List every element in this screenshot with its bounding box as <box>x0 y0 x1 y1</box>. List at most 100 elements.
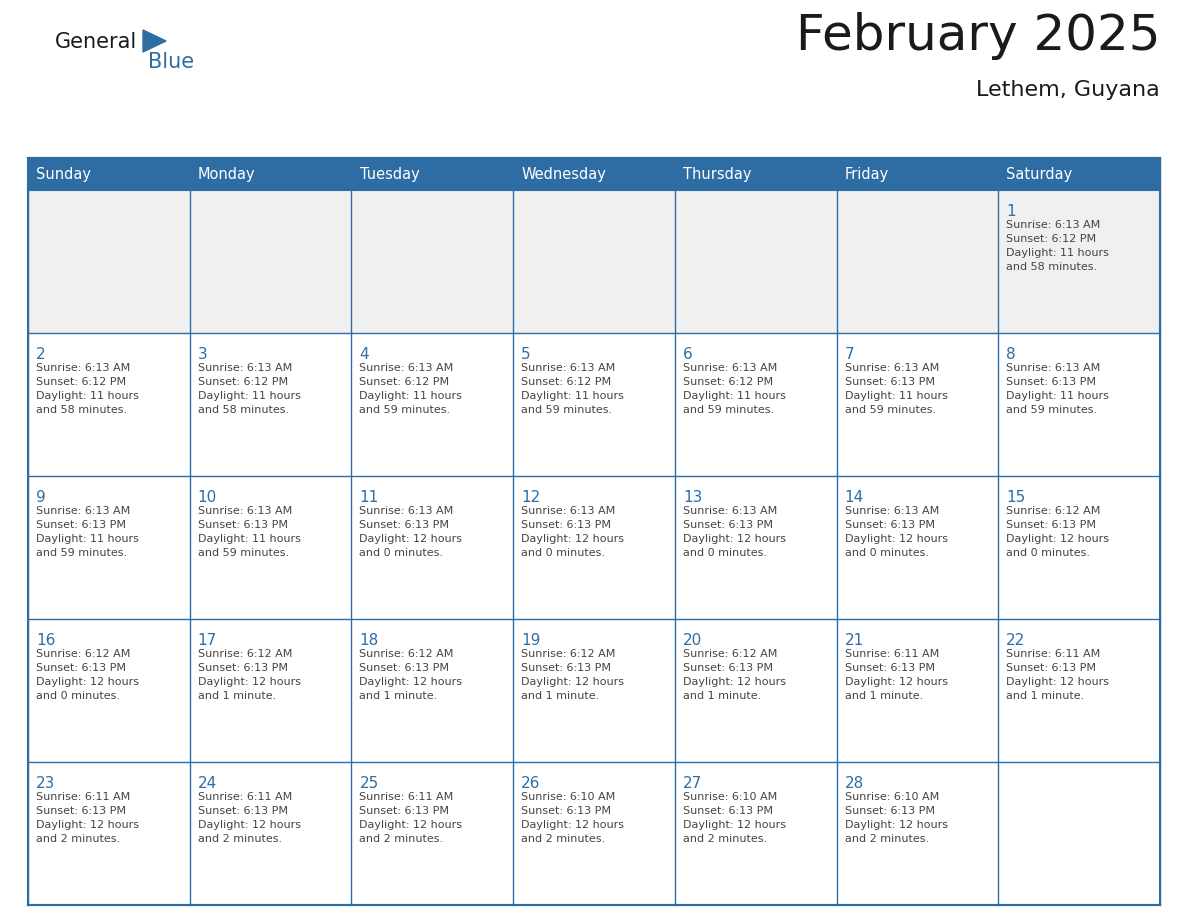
Text: Sunrise: 6:11 AM
Sunset: 6:13 PM
Daylight: 12 hours
and 2 minutes.: Sunrise: 6:11 AM Sunset: 6:13 PM Dayligh… <box>197 792 301 844</box>
Bar <box>29 158 1159 905</box>
Text: 22: 22 <box>1006 633 1025 648</box>
Bar <box>675 190 836 333</box>
Text: Sunrise: 6:13 AM
Sunset: 6:13 PM
Daylight: 11 hours
and 59 minutes.: Sunrise: 6:13 AM Sunset: 6:13 PM Dayligh… <box>36 506 139 558</box>
Text: Sunrise: 6:13 AM
Sunset: 6:13 PM
Daylight: 12 hours
and 0 minutes.: Sunrise: 6:13 AM Sunset: 6:13 PM Dayligh… <box>360 506 462 558</box>
Text: 10: 10 <box>197 490 217 505</box>
Text: Sunrise: 6:10 AM
Sunset: 6:13 PM
Daylight: 12 hours
and 2 minutes.: Sunrise: 6:10 AM Sunset: 6:13 PM Dayligh… <box>683 792 785 844</box>
Text: Sunrise: 6:10 AM
Sunset: 6:13 PM
Daylight: 12 hours
and 2 minutes.: Sunrise: 6:10 AM Sunset: 6:13 PM Dayligh… <box>522 792 624 844</box>
Bar <box>29 762 190 905</box>
Text: Blue: Blue <box>148 52 194 72</box>
Text: Thursday: Thursday <box>683 166 752 182</box>
Text: Sunrise: 6:13 AM
Sunset: 6:12 PM
Daylight: 11 hours
and 59 minutes.: Sunrise: 6:13 AM Sunset: 6:12 PM Dayligh… <box>683 363 785 415</box>
Bar <box>190 619 352 762</box>
Bar <box>29 190 190 333</box>
Text: 5: 5 <box>522 347 531 362</box>
Text: Sunrise: 6:13 AM
Sunset: 6:12 PM
Daylight: 11 hours
and 59 minutes.: Sunrise: 6:13 AM Sunset: 6:12 PM Dayligh… <box>360 363 462 415</box>
Text: 15: 15 <box>1006 490 1025 505</box>
Bar <box>352 619 513 762</box>
Text: 28: 28 <box>845 776 864 791</box>
Bar <box>675 762 836 905</box>
Bar <box>675 158 836 190</box>
Text: Sunrise: 6:13 AM
Sunset: 6:13 PM
Daylight: 11 hours
and 59 minutes.: Sunrise: 6:13 AM Sunset: 6:13 PM Dayligh… <box>197 506 301 558</box>
Text: Wednesday: Wednesday <box>522 166 606 182</box>
Text: 20: 20 <box>683 633 702 648</box>
Text: 14: 14 <box>845 490 864 505</box>
Bar <box>352 333 513 476</box>
Text: Sunrise: 6:13 AM
Sunset: 6:13 PM
Daylight: 12 hours
and 0 minutes.: Sunrise: 6:13 AM Sunset: 6:13 PM Dayligh… <box>522 506 624 558</box>
Bar <box>513 762 675 905</box>
Bar <box>675 619 836 762</box>
Bar <box>29 158 190 190</box>
Bar <box>29 333 190 476</box>
Text: Sunrise: 6:12 AM
Sunset: 6:13 PM
Daylight: 12 hours
and 1 minute.: Sunrise: 6:12 AM Sunset: 6:13 PM Dayligh… <box>522 649 624 701</box>
Text: 8: 8 <box>1006 347 1016 362</box>
Text: 19: 19 <box>522 633 541 648</box>
Bar <box>190 190 352 333</box>
Text: Sunrise: 6:12 AM
Sunset: 6:13 PM
Daylight: 12 hours
and 1 minute.: Sunrise: 6:12 AM Sunset: 6:13 PM Dayligh… <box>683 649 785 701</box>
Text: 2: 2 <box>36 347 45 362</box>
Text: 25: 25 <box>360 776 379 791</box>
Text: Sunrise: 6:13 AM
Sunset: 6:13 PM
Daylight: 11 hours
and 59 minutes.: Sunrise: 6:13 AM Sunset: 6:13 PM Dayligh… <box>845 363 948 415</box>
Text: 7: 7 <box>845 347 854 362</box>
Bar <box>190 158 352 190</box>
Bar <box>675 476 836 619</box>
Text: 21: 21 <box>845 633 864 648</box>
Bar <box>352 190 513 333</box>
Bar <box>836 190 998 333</box>
Bar <box>998 158 1159 190</box>
Bar <box>29 619 190 762</box>
Bar <box>998 476 1159 619</box>
Text: 26: 26 <box>522 776 541 791</box>
Bar <box>513 190 675 333</box>
Bar <box>836 619 998 762</box>
Text: Sunrise: 6:12 AM
Sunset: 6:13 PM
Daylight: 12 hours
and 1 minute.: Sunrise: 6:12 AM Sunset: 6:13 PM Dayligh… <box>360 649 462 701</box>
Text: 4: 4 <box>360 347 369 362</box>
Bar <box>998 190 1159 333</box>
Text: Sunrise: 6:10 AM
Sunset: 6:13 PM
Daylight: 12 hours
and 2 minutes.: Sunrise: 6:10 AM Sunset: 6:13 PM Dayligh… <box>845 792 948 844</box>
Bar <box>513 158 675 190</box>
Bar <box>836 476 998 619</box>
Bar <box>836 158 998 190</box>
Text: 17: 17 <box>197 633 217 648</box>
Text: 13: 13 <box>683 490 702 505</box>
Text: 27: 27 <box>683 776 702 791</box>
Text: Sunrise: 6:13 AM
Sunset: 6:13 PM
Daylight: 12 hours
and 0 minutes.: Sunrise: 6:13 AM Sunset: 6:13 PM Dayligh… <box>683 506 785 558</box>
Text: 24: 24 <box>197 776 217 791</box>
Text: Friday: Friday <box>845 166 889 182</box>
Bar <box>998 333 1159 476</box>
Text: 18: 18 <box>360 633 379 648</box>
Text: Sunrise: 6:12 AM
Sunset: 6:13 PM
Daylight: 12 hours
and 0 minutes.: Sunrise: 6:12 AM Sunset: 6:13 PM Dayligh… <box>1006 506 1110 558</box>
Text: 9: 9 <box>36 490 46 505</box>
Text: Monday: Monday <box>197 166 255 182</box>
Text: Sunrise: 6:12 AM
Sunset: 6:13 PM
Daylight: 12 hours
and 1 minute.: Sunrise: 6:12 AM Sunset: 6:13 PM Dayligh… <box>197 649 301 701</box>
Text: Sunrise: 6:11 AM
Sunset: 6:13 PM
Daylight: 12 hours
and 2 minutes.: Sunrise: 6:11 AM Sunset: 6:13 PM Dayligh… <box>360 792 462 844</box>
Bar <box>998 762 1159 905</box>
Text: 11: 11 <box>360 490 379 505</box>
Text: Sunrise: 6:13 AM
Sunset: 6:13 PM
Daylight: 12 hours
and 0 minutes.: Sunrise: 6:13 AM Sunset: 6:13 PM Dayligh… <box>845 506 948 558</box>
Text: Tuesday: Tuesday <box>360 166 419 182</box>
Text: Sunrise: 6:13 AM
Sunset: 6:12 PM
Daylight: 11 hours
and 59 minutes.: Sunrise: 6:13 AM Sunset: 6:12 PM Dayligh… <box>522 363 624 415</box>
Polygon shape <box>143 30 166 52</box>
Text: 6: 6 <box>683 347 693 362</box>
Text: General: General <box>55 32 138 52</box>
Bar <box>998 619 1159 762</box>
Bar <box>190 762 352 905</box>
Text: 23: 23 <box>36 776 56 791</box>
Bar <box>836 762 998 905</box>
Text: Sunrise: 6:13 AM
Sunset: 6:12 PM
Daylight: 11 hours
and 58 minutes.: Sunrise: 6:13 AM Sunset: 6:12 PM Dayligh… <box>36 363 139 415</box>
Bar <box>513 333 675 476</box>
Text: February 2025: February 2025 <box>796 12 1159 60</box>
Text: 12: 12 <box>522 490 541 505</box>
Text: 16: 16 <box>36 633 56 648</box>
Bar <box>352 158 513 190</box>
Text: Lethem, Guyana: Lethem, Guyana <box>977 80 1159 100</box>
Bar <box>190 333 352 476</box>
Text: Sunrise: 6:13 AM
Sunset: 6:12 PM
Daylight: 11 hours
and 58 minutes.: Sunrise: 6:13 AM Sunset: 6:12 PM Dayligh… <box>1006 220 1110 272</box>
Bar <box>513 476 675 619</box>
Text: Sunrise: 6:13 AM
Sunset: 6:12 PM
Daylight: 11 hours
and 58 minutes.: Sunrise: 6:13 AM Sunset: 6:12 PM Dayligh… <box>197 363 301 415</box>
Text: Sunday: Sunday <box>36 166 91 182</box>
Bar <box>29 476 190 619</box>
Text: Sunrise: 6:11 AM
Sunset: 6:13 PM
Daylight: 12 hours
and 2 minutes.: Sunrise: 6:11 AM Sunset: 6:13 PM Dayligh… <box>36 792 139 844</box>
Text: Sunrise: 6:11 AM
Sunset: 6:13 PM
Daylight: 12 hours
and 1 minute.: Sunrise: 6:11 AM Sunset: 6:13 PM Dayligh… <box>845 649 948 701</box>
Text: 1: 1 <box>1006 204 1016 219</box>
